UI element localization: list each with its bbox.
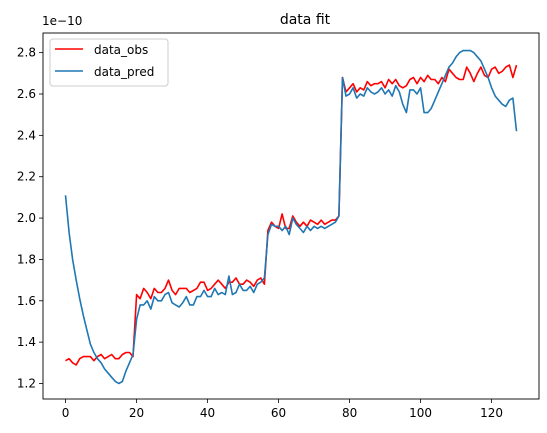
- series-line-data-obs: [65, 64, 518, 366]
- y-scale-offset-label: 1e−10: [42, 14, 82, 28]
- y-tick-label: 2.8: [17, 46, 36, 60]
- y-tick-label: 1.8: [17, 252, 36, 266]
- series-layer: [64, 49, 518, 385]
- x-tick-label: 80: [342, 406, 357, 420]
- x-tick-label: 100: [409, 406, 432, 420]
- y-tick-label: 2.6: [17, 87, 36, 101]
- y-tick-label: 1.6: [17, 294, 36, 308]
- series-line-data-pred: [64, 49, 518, 385]
- y-tick-label: 1.2: [17, 376, 36, 390]
- x-tick-label: 0: [62, 406, 70, 420]
- y-tick-label: 2.2: [17, 170, 36, 184]
- y-tick-label: 2.0: [17, 211, 36, 225]
- plot-frame: [42, 32, 540, 400]
- legend-box: [49, 38, 169, 87]
- y-axis: 1.2 1.4 1.6 1.8 2.0 2.2 2.4 2.6 2.8: [17, 46, 43, 390]
- chart-title: data fit: [280, 12, 331, 28]
- legend: data_obs data_pred: [49, 38, 169, 87]
- x-tick-label: 20: [129, 406, 144, 420]
- x-axis: 0 20 40 60 80 100 120: [62, 399, 503, 420]
- legend-label-data-pred: data_pred: [94, 65, 154, 79]
- y-tick-label: 1.4: [17, 335, 36, 349]
- x-tick-label: 120: [480, 406, 503, 420]
- x-tick-label: 60: [271, 406, 286, 420]
- y-tick-label: 2.4: [17, 128, 36, 142]
- x-tick-label: 40: [200, 406, 215, 420]
- legend-label-data-obs: data_obs: [94, 43, 148, 57]
